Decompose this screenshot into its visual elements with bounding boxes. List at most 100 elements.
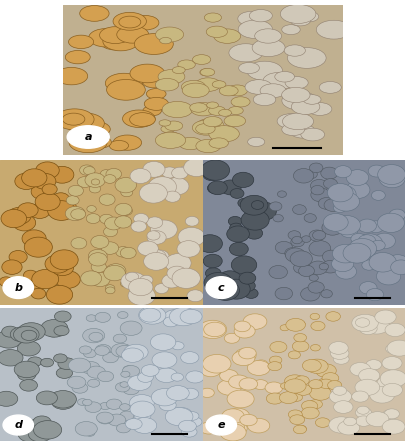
- Circle shape: [155, 27, 183, 42]
- Circle shape: [388, 209, 405, 221]
- Circle shape: [361, 260, 375, 270]
- Circle shape: [0, 331, 22, 348]
- Circle shape: [146, 89, 166, 99]
- Circle shape: [146, 217, 162, 228]
- Circle shape: [14, 361, 39, 377]
- Circle shape: [287, 48, 325, 68]
- Circle shape: [208, 106, 225, 116]
- Circle shape: [269, 202, 281, 211]
- Circle shape: [47, 329, 60, 337]
- Circle shape: [374, 310, 395, 324]
- Circle shape: [195, 78, 220, 91]
- Circle shape: [367, 165, 384, 177]
- Circle shape: [68, 185, 83, 196]
- Circle shape: [33, 421, 62, 439]
- Circle shape: [13, 215, 36, 231]
- Circle shape: [82, 399, 92, 406]
- Circle shape: [137, 372, 153, 382]
- Circle shape: [212, 81, 225, 88]
- Circle shape: [164, 393, 177, 401]
- Circle shape: [146, 250, 166, 264]
- Circle shape: [128, 286, 155, 306]
- Circle shape: [151, 389, 177, 406]
- Circle shape: [120, 371, 130, 377]
- Circle shape: [323, 199, 341, 211]
- Circle shape: [129, 112, 155, 127]
- Circle shape: [384, 323, 404, 336]
- Circle shape: [31, 183, 53, 200]
- Circle shape: [330, 185, 355, 203]
- Circle shape: [102, 352, 118, 363]
- Circle shape: [333, 216, 360, 235]
- Circle shape: [105, 73, 142, 93]
- Circle shape: [250, 202, 276, 220]
- Circle shape: [181, 80, 205, 93]
- Circle shape: [224, 115, 245, 127]
- Circle shape: [284, 379, 305, 393]
- Circle shape: [219, 86, 238, 96]
- Circle shape: [143, 252, 168, 270]
- Circle shape: [88, 253, 107, 266]
- Circle shape: [115, 203, 132, 216]
- Circle shape: [226, 226, 249, 242]
- Circle shape: [320, 167, 337, 179]
- Circle shape: [150, 220, 177, 239]
- Circle shape: [103, 175, 116, 183]
- Circle shape: [29, 203, 50, 218]
- Circle shape: [104, 217, 122, 230]
- Circle shape: [27, 273, 50, 290]
- Circle shape: [238, 348, 256, 359]
- Circle shape: [70, 209, 85, 220]
- Text: a: a: [84, 132, 92, 142]
- Circle shape: [171, 167, 188, 179]
- Circle shape: [125, 419, 142, 430]
- Circle shape: [334, 166, 351, 178]
- Circle shape: [100, 403, 111, 410]
- Circle shape: [199, 422, 217, 434]
- Circle shape: [119, 16, 141, 28]
- Circle shape: [51, 260, 73, 276]
- Circle shape: [120, 247, 136, 258]
- Circle shape: [91, 262, 106, 273]
- Circle shape: [307, 281, 324, 293]
- Circle shape: [254, 360, 267, 369]
- Circle shape: [328, 342, 347, 354]
- Circle shape: [288, 351, 300, 359]
- Circle shape: [143, 161, 164, 177]
- Circle shape: [139, 275, 153, 285]
- Circle shape: [128, 278, 153, 296]
- Circle shape: [302, 95, 320, 104]
- Circle shape: [147, 231, 166, 244]
- Circle shape: [144, 97, 168, 110]
- Circle shape: [308, 275, 318, 281]
- Circle shape: [208, 126, 239, 142]
- Circle shape: [200, 68, 214, 76]
- Circle shape: [162, 167, 177, 178]
- Circle shape: [321, 220, 342, 235]
- Circle shape: [296, 321, 304, 326]
- Circle shape: [183, 275, 199, 286]
- Circle shape: [205, 277, 236, 299]
- Circle shape: [13, 326, 39, 343]
- Circle shape: [284, 247, 300, 259]
- Circle shape: [192, 120, 220, 135]
- Circle shape: [155, 132, 185, 148]
- Circle shape: [371, 191, 384, 200]
- Circle shape: [303, 288, 315, 296]
- Circle shape: [238, 280, 255, 292]
- Circle shape: [9, 250, 27, 263]
- Circle shape: [365, 360, 381, 370]
- Circle shape: [106, 399, 121, 409]
- Circle shape: [134, 34, 173, 54]
- Circle shape: [123, 366, 134, 373]
- Circle shape: [234, 324, 254, 338]
- Circle shape: [7, 207, 31, 224]
- Circle shape: [113, 334, 126, 343]
- Circle shape: [192, 55, 210, 64]
- Circle shape: [83, 349, 96, 358]
- Circle shape: [95, 344, 111, 355]
- Circle shape: [312, 231, 325, 240]
- Circle shape: [150, 334, 175, 351]
- Circle shape: [32, 269, 59, 289]
- Circle shape: [185, 411, 198, 420]
